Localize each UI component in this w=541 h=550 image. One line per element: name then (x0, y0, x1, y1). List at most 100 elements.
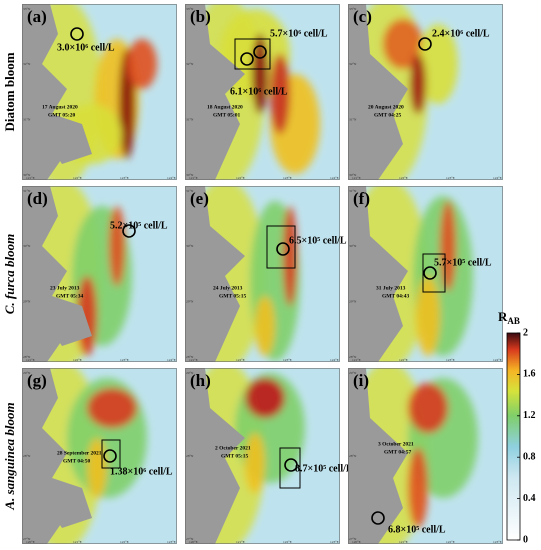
panel-tag: (h) (190, 371, 211, 390)
lat-label: 27°N (186, 537, 194, 541)
lat-label: 33°N (186, 7, 194, 11)
date: 31 July 2013 (376, 285, 406, 291)
map (22, 4, 177, 180)
area-box (266, 225, 296, 269)
lon-label: 122°E (236, 176, 245, 180)
bloom-patch (127, 39, 157, 89)
lat-label: 33°N (349, 7, 357, 11)
colorbar (506, 332, 521, 541)
frame (22, 186, 177, 362)
lon-label: 122°E (446, 540, 455, 544)
panel-tag: (f) (353, 189, 370, 208)
lon-label: 121°E (399, 540, 408, 544)
time: GMT 04:43 (382, 293, 409, 299)
bloom-patch (383, 19, 423, 69)
lat-label: 28°N (349, 454, 357, 458)
area-box (422, 253, 446, 293)
bloom-patch (410, 54, 426, 114)
lat-label: 28°N (349, 355, 357, 359)
colorbar-tick-label: 0.4 (523, 493, 536, 504)
date: 3 October 2021 (378, 441, 414, 447)
lat-label: 30°N (23, 244, 31, 248)
bloom-patch (416, 276, 440, 356)
lat-label: 32°N (23, 62, 31, 66)
lat-label: 29°N (349, 299, 357, 303)
frame (348, 368, 503, 544)
lon-label: 123°E (330, 540, 339, 544)
colorbar-title: RAB (498, 309, 520, 326)
lon-label: 124°E (330, 358, 339, 362)
map (185, 368, 340, 544)
lat-label: 31°N (186, 117, 194, 121)
sample-circle (103, 449, 117, 463)
date: 20 August 2020 (368, 104, 404, 110)
sample-circle (284, 458, 298, 472)
panel-tag: (e) (190, 189, 209, 208)
concentration: 8.7×10⁵ cell/L (295, 463, 353, 474)
lon-label: 123°E (120, 176, 129, 180)
frame (348, 4, 503, 180)
bloom-patch (270, 54, 290, 134)
map (22, 186, 177, 362)
bloom-patch (252, 34, 268, 114)
sample-circle (122, 224, 136, 238)
frame (22, 368, 177, 544)
lat-label: 31°N (349, 117, 357, 121)
sample-circle (423, 266, 437, 280)
lat-label: 30°N (23, 173, 31, 177)
map (348, 4, 503, 180)
sample-circle (253, 45, 267, 59)
sample-circle (70, 27, 84, 41)
lon-label: 120°E (26, 540, 35, 544)
panel-tag: (i) (353, 371, 369, 390)
bloom-patch (87, 388, 137, 428)
bloom-patch (408, 383, 448, 433)
lon-label: 123°E (493, 540, 502, 544)
map (185, 4, 340, 180)
lon-label: 121°E (236, 540, 245, 544)
area-box (279, 447, 301, 489)
colorbar-tick-label: 0 (523, 534, 528, 545)
sample-circle (418, 37, 432, 51)
land (22, 186, 92, 362)
time: GMT 05:15 (221, 453, 248, 459)
concentration: 6.5×10⁵ cell/L (289, 235, 347, 246)
bloom-patch (440, 201, 456, 291)
row-label: A. sanguinea bloom (2, 402, 17, 510)
lat-label: 30°N (186, 244, 194, 248)
panel-tag: (a) (27, 7, 47, 26)
bloom-patch (418, 24, 458, 104)
land (348, 4, 408, 180)
time: GMT 05:34 (56, 293, 83, 299)
concentration: 6.8×10⁵ cell/L (388, 524, 446, 535)
lon-label: 124°E (493, 358, 502, 362)
lon-label: 123°E (167, 540, 176, 544)
lon-label: 122°E (73, 358, 82, 362)
concentration: 5.7×10⁶ cell/L (270, 28, 328, 39)
lon-label: 121°E (73, 540, 82, 544)
lat-label: 31°N (349, 189, 357, 193)
lat-label: 31°N (186, 189, 194, 193)
lat-label: 31°N (23, 117, 31, 121)
date: 2 October 2021 (215, 445, 251, 451)
bloom-patch (408, 448, 428, 528)
sample-circle (276, 242, 290, 256)
colorbar-title-sub: AB (507, 316, 520, 326)
lon-label: 124°E (493, 176, 502, 180)
area-box (234, 38, 271, 70)
area-box (101, 439, 121, 469)
row-label: Diatom bloom (2, 52, 17, 131)
lon-label: 122°E (399, 358, 408, 362)
bloom-patch (283, 206, 297, 306)
concentration: 1.38×10⁶ cell/L (110, 466, 173, 477)
concentration: 5.2×10⁵ cell/L (110, 220, 168, 231)
panel-tag: (c) (353, 7, 372, 26)
lon-label: 122°E (120, 540, 129, 544)
